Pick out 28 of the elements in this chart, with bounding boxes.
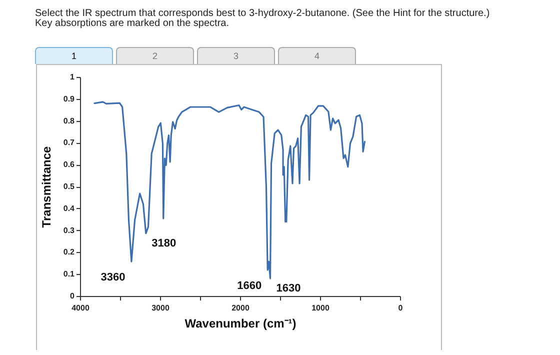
y-tick-label: 0.5 <box>63 182 76 191</box>
y-tick-label: 0.1 <box>63 270 76 279</box>
annotation: 1630 <box>276 282 301 294</box>
annotation: 3180 <box>152 237 176 250</box>
text: 3 <box>197 47 275 64</box>
y-tick-label: 0.7 <box>63 138 76 148</box>
chart-subtitle: Key absorptions are marked on the spectra. <box>35 18 230 29</box>
y-tick-label: 0.2 <box>63 248 76 257</box>
y-tick-label: 0 <box>70 292 76 300</box>
x-tick-label: 0 <box>398 304 404 312</box>
text: 2 <box>116 47 194 64</box>
x-tick-label: 2000 <box>232 304 250 312</box>
y-tick-label: 0.8 <box>63 116 76 126</box>
line-series <box>94 101 366 280</box>
y-tick-label: 0.3 <box>63 226 76 235</box>
y-axis-title: Transmittance <box>39 146 54 228</box>
y-tick-label: 0.9 <box>63 94 76 104</box>
x-axis-title: Wavenumber (cm⁻¹) <box>184 316 296 330</box>
x-tick-label: 3000 <box>152 304 170 312</box>
chart-title: Select the IR spectrum that corresponds best to 3-hydroxy-2-butanone. (See the Hint for the structure.) <box>35 8 490 19</box>
y-tick-label: 0.4 <box>63 204 76 213</box>
y-tick-label: 0.6 <box>63 160 76 170</box>
annotation: 1660 <box>237 280 262 292</box>
x-tick-label: 1000 <box>312 304 330 312</box>
x-tick-label: 4000 <box>72 304 90 312</box>
annotation: 3360 <box>100 272 126 284</box>
y-tick-label: 1 <box>70 72 76 82</box>
text: 4 <box>278 47 356 64</box>
